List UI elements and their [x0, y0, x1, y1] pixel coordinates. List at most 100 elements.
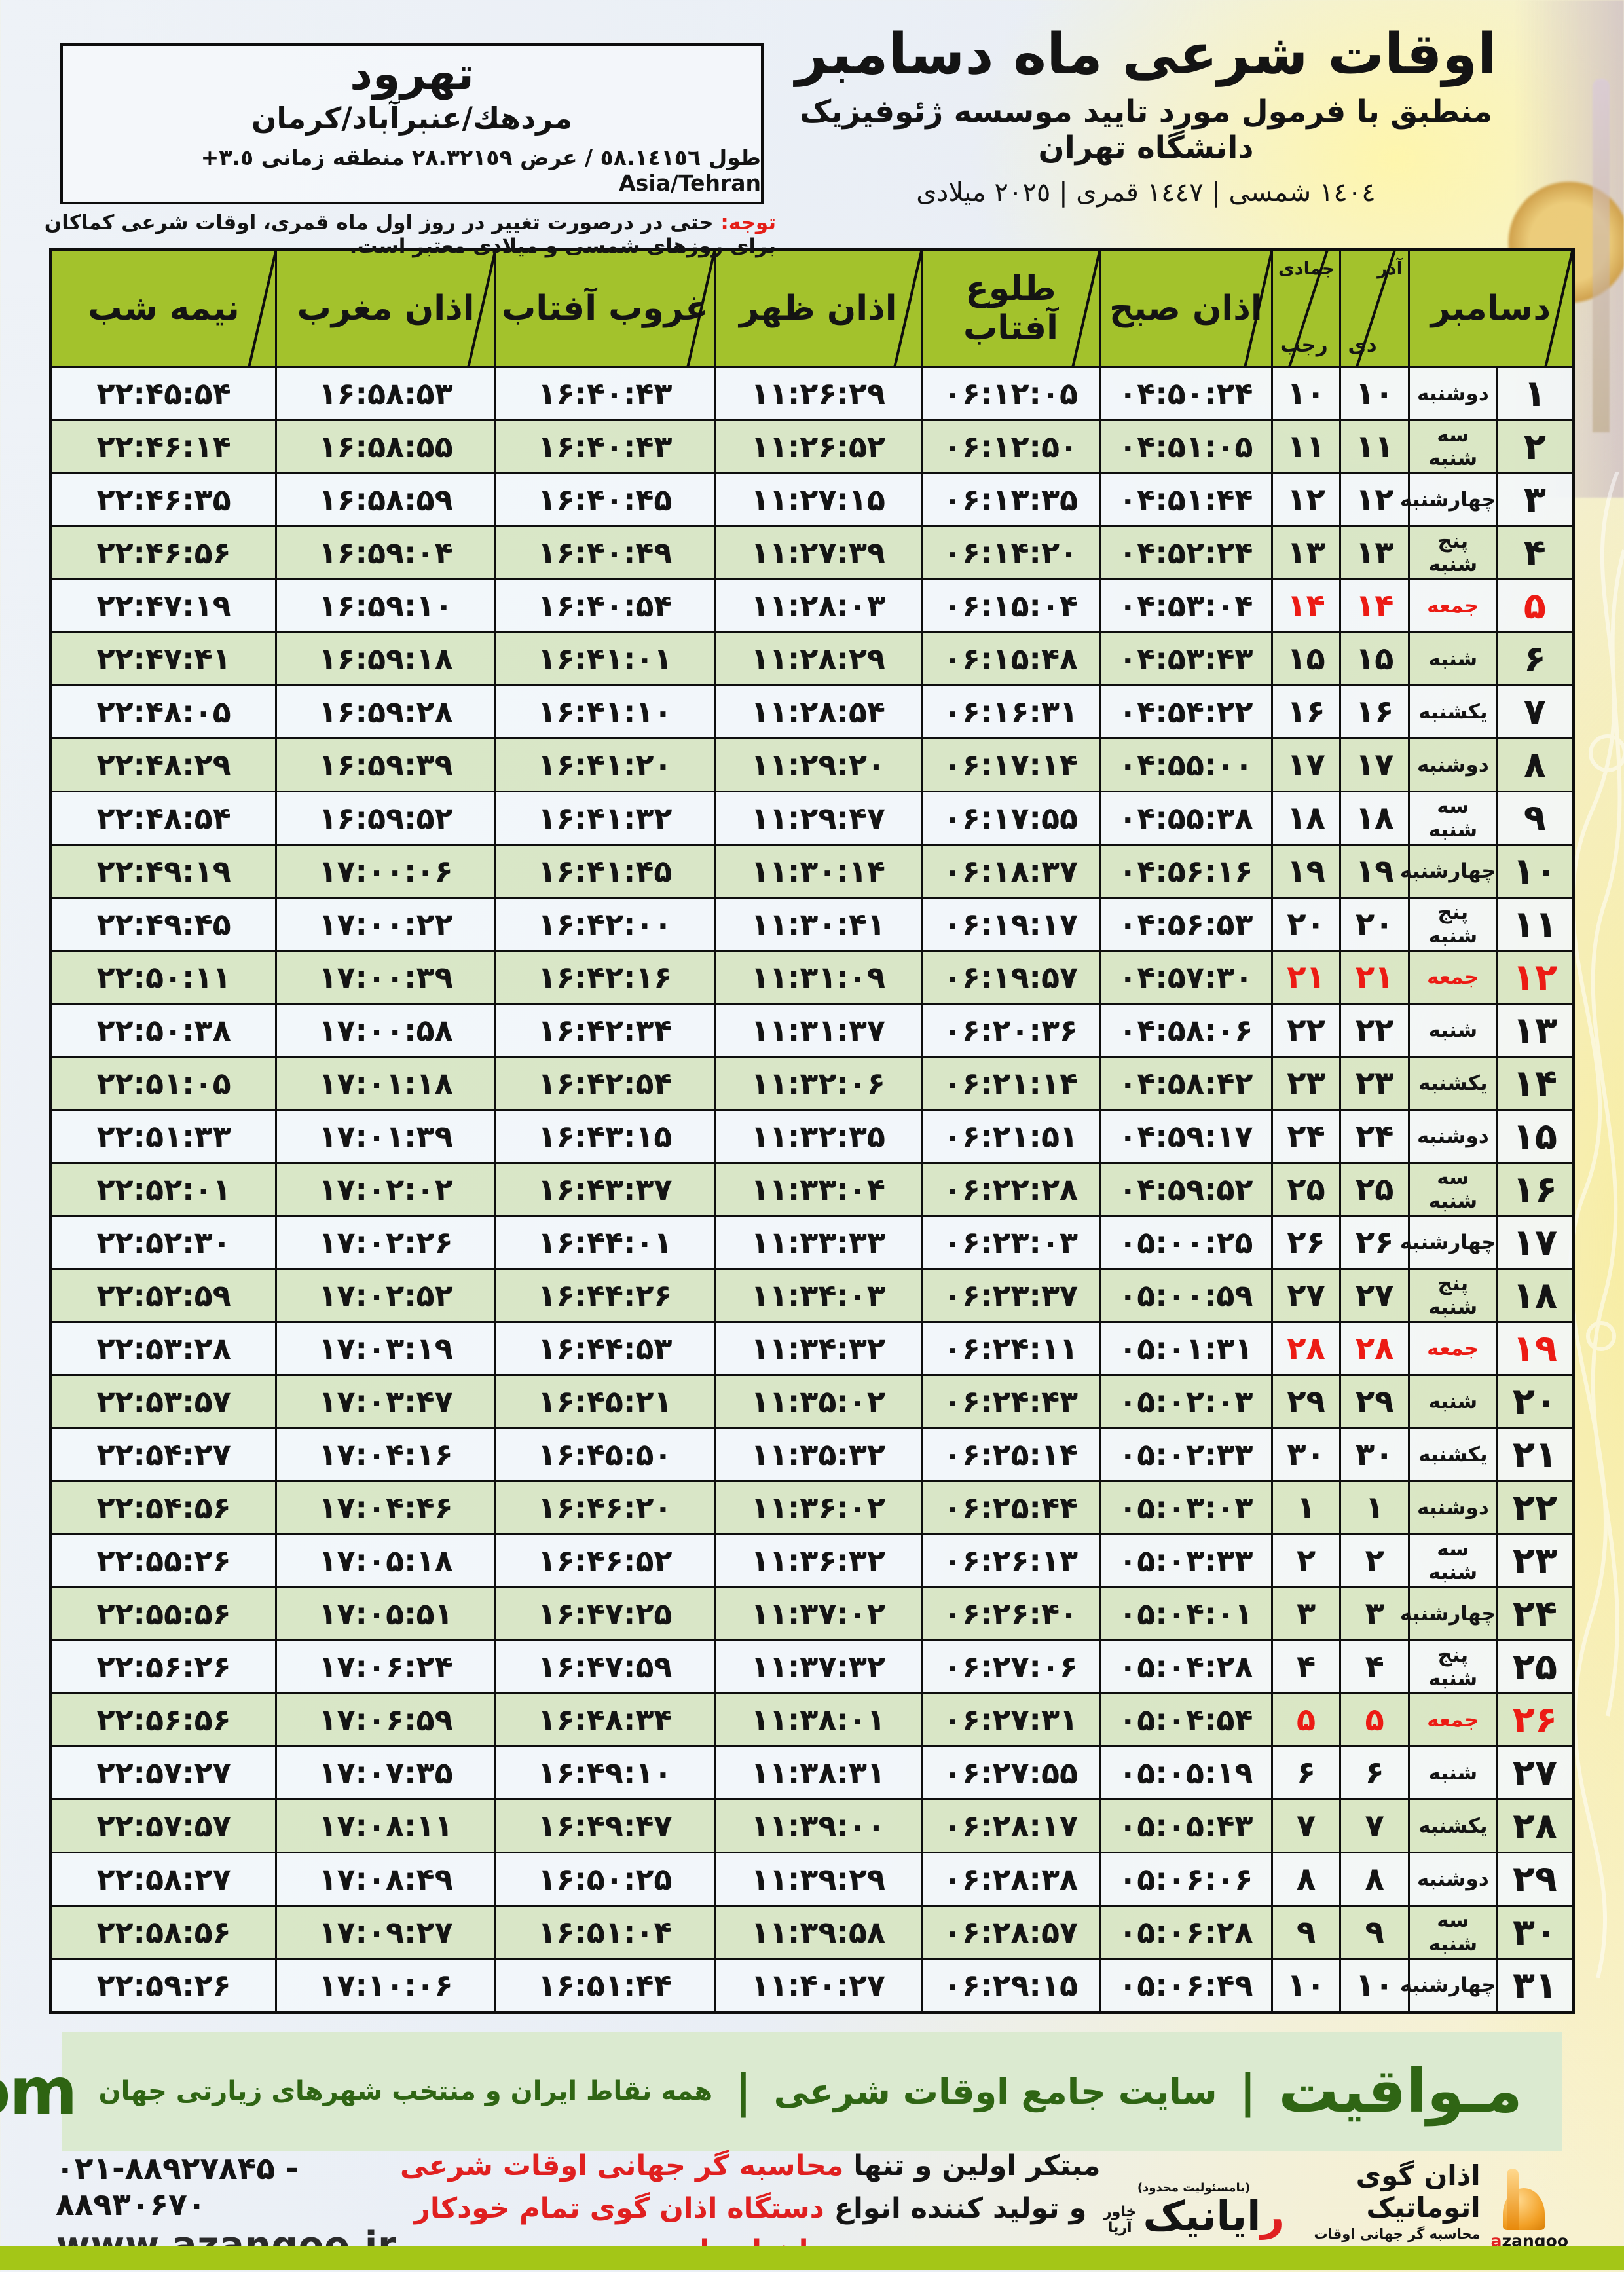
weekday-cell: چهارشنبه	[1400, 472, 1498, 527]
midnight-time-cell: ۲۲:۴۷:۱۹	[49, 578, 278, 633]
dhuhr-time-cell: ۱۱:۳۴:۳۲	[713, 1321, 923, 1376]
sunrise-time-cell: ۰۶:۲۴:۱۱	[920, 1321, 1101, 1376]
lunar-day-cell: ۱۲	[1270, 472, 1342, 527]
maghrib-time-cell: ۱۷:۰۳:۴۷	[275, 1374, 496, 1429]
weekday-cell: جمعه	[1407, 578, 1498, 633]
weekday-cell: پنج شنبه	[1407, 1639, 1498, 1694]
dhuhr-time-cell: ۱۱:۳۳:۳۳	[713, 1215, 923, 1270]
fajr-time-cell: ۰۵:۰۵:۴۳	[1098, 1798, 1273, 1853]
sunset-time-cell: ۱۶:۴۰:۴۳	[494, 419, 716, 474]
december-day-cell: ۲۳	[1496, 1533, 1575, 1588]
maghrib-time-cell: ۱۷:۰۶:۲۴	[275, 1639, 496, 1694]
fajr-time-cell: ۰۵:۰۲:۰۳	[1098, 1374, 1273, 1429]
sunset-time-cell: ۱۶:۴۳:۱۵	[494, 1109, 716, 1164]
sunset-time-cell: ۱۶:۴۱:۳۲	[494, 791, 716, 846]
dhuhr-time-cell: ۱۱:۳۹:۲۹	[713, 1852, 923, 1907]
sunset-time-cell: ۱۶:۴۸:۳۴	[494, 1692, 716, 1747]
mavaqeet-brand: مـواقیت	[1278, 2056, 1522, 2126]
midnight-time-cell: ۲۲:۵۵:۲۶	[49, 1533, 278, 1588]
midnight-time-cell: ۲۲:۴۶:۱۴	[49, 419, 278, 474]
maghrib-time-cell: ۱۷:۰۴:۱۶	[275, 1427, 496, 1482]
solar-day-cell: ۳۰	[1339, 1427, 1410, 1482]
maghrib-time-cell: ۱۷:۰۱:۳۹	[275, 1109, 496, 1164]
maghrib-time-cell: ۱۶:۵۸:۵۵	[275, 419, 496, 474]
solar-day-cell: ۹	[1339, 1905, 1410, 1960]
fajr-time-cell: ۰۴:۵۳:۰۴	[1098, 578, 1273, 633]
weekday-cell: سه شنبه	[1407, 791, 1498, 846]
lunar-day-cell: ۹	[1270, 1905, 1342, 1960]
maghrib-time-cell: ۱۷:۱۰:۰۶	[275, 1958, 496, 2013]
midnight-time-cell: ۲۲:۵۵:۵۶	[49, 1586, 278, 1641]
solar-day-cell: ۱۵	[1339, 631, 1410, 686]
sunrise-time-cell: ۰۶:۲۷:۳۱	[920, 1692, 1101, 1747]
solar-day-cell: ۱۲	[1339, 472, 1410, 527]
dhuhr-time-cell: ۱۱:۲۹:۴۷	[713, 791, 923, 846]
fajr-time-cell: ۰۴:۵۹:۵۲	[1098, 1162, 1273, 1217]
december-day-cell: ۳۱	[1496, 1958, 1575, 2013]
lunar-day-cell: ۲۰	[1270, 897, 1342, 952]
december-day-cell: ۱۵	[1496, 1109, 1575, 1164]
december-day-cell: ۱۴	[1496, 1056, 1575, 1111]
dhuhr-time-cell: ۱۱:۳۷:۳۲	[713, 1639, 923, 1694]
table-row: ۲۴ چهارشنبه ۳ ۳ ۰۵:۰۴:۰۱ ۰۶:۲۶:۴۰ ۱۱:۳۷:…	[49, 1586, 1575, 1641]
sunrise-time-cell: ۰۶:۲۷:۰۶	[920, 1639, 1101, 1694]
sunrise-time-cell: ۰۶:۲۱:۵۱	[920, 1109, 1101, 1164]
sunrise-time-cell: ۰۶:۲۰:۳۶	[920, 1003, 1101, 1058]
table-row: ۹ سه شنبه ۱۸ ۱۸ ۰۴:۵۵:۳۸ ۰۶:۱۷:۵۵ ۱۱:۲۹:…	[49, 791, 1575, 846]
dhuhr-time-cell: ۱۱:۲۹:۲۰	[713, 737, 923, 792]
fajr-time-cell: ۰۴:۵۵:۰۰	[1098, 737, 1273, 792]
sunset-time-cell: ۱۶:۴۵:۲۱	[494, 1374, 716, 1429]
december-day-cell: ۹	[1496, 791, 1575, 846]
midnight-time-cell: ۲۲:۴۸:۰۵	[49, 684, 278, 739]
maghrib-time-cell: ۱۷:۰۲:۰۲	[275, 1162, 496, 1217]
dhuhr-time-cell: ۱۱:۳۲:۰۶	[713, 1056, 923, 1111]
sunrise-time-cell: ۰۶:۲۴:۴۳	[920, 1374, 1101, 1429]
lunar-day-cell: ۳۰	[1270, 1427, 1342, 1482]
solar-day-cell: ۲۲	[1339, 1003, 1410, 1058]
maghrib-time-cell: ۱۷:۰۰:۲۲	[275, 897, 496, 952]
december-day-cell: ۳۰	[1496, 1905, 1575, 1960]
dhuhr-time-cell: ۱۱:۲۸:۲۹	[713, 631, 923, 686]
midnight-time-cell: ۲۲:۵۰:۱۱	[49, 950, 278, 1005]
weekday-cell: چهارشنبه	[1400, 1586, 1498, 1641]
table-row: ۲۰ شنبه ۲۹ ۲۹ ۰۵:۰۲:۰۳ ۰۶:۲۴:۴۳ ۱۱:۳۵:۰۲…	[49, 1374, 1575, 1429]
sunrise-time-cell: ۰۶:۱۸:۳۷	[920, 844, 1101, 899]
weekday-cell: یکشنبه	[1407, 1427, 1498, 1482]
december-day-cell: ۱۲	[1496, 950, 1575, 1005]
separator-bar: |	[735, 2064, 752, 2118]
maghrib-time-cell: ۱۶:۵۸:۵۳	[275, 366, 496, 421]
table-row: ۲ سه شنبه ۱۱ ۱۱ ۰۴:۵۱:۰۵ ۰۶:۱۲:۵۰ ۱۱:۲۶:…	[49, 419, 1575, 474]
calendar-years: ١٤٠٤ شمسی | ١٤٤٧ قمری | ٢٠٢٥ میلادی	[916, 177, 1376, 208]
sunset-time-cell: ۱۶:۴۹:۴۷	[494, 1798, 716, 1853]
contact-block: ۰۲۱-۸۸۹۲۷۸۴۵ - ۸۸۹۳۰۶۷۰ www.azangoo.ir	[56, 2151, 397, 2267]
sunrise-time-cell: ۰۶:۱۵:۰۴	[920, 578, 1101, 633]
sunrise-time-cell: ۰۶:۲۶:۴۰	[920, 1586, 1101, 1641]
sunset-time-cell: ۱۶:۴۲:۰۰	[494, 897, 716, 952]
solar-day-cell: ۸	[1339, 1852, 1410, 1907]
weekday-cell: پنج شنبه	[1407, 1268, 1498, 1323]
lunar-day-cell: ۵	[1270, 1692, 1342, 1747]
solar-day-cell: ۱۶	[1339, 684, 1410, 739]
sunrise-time-cell: ۰۶:۲۸:۳۸	[920, 1852, 1101, 1907]
december-day-cell: ۷	[1496, 684, 1575, 739]
weekday-cell: چهارشنبه	[1400, 844, 1498, 899]
lunar-day-cell: ۴	[1270, 1639, 1342, 1694]
sunrise-time-cell: ۰۶:۱۷:۱۴	[920, 737, 1101, 792]
midnight-time-cell: ۲۲:۵۲:۳۰	[49, 1215, 278, 1270]
rayanik-side-label: خاور آریا	[1103, 2204, 1137, 2237]
dhuhr-time-cell: ۱۱:۲۷:۳۹	[713, 525, 923, 580]
lunar-day-cell: ۶	[1270, 1745, 1342, 1800]
fajr-time-cell: ۰۴:۵۵:۳۸	[1098, 791, 1273, 846]
solar-day-cell: ۲۸	[1339, 1321, 1410, 1376]
midnight-time-cell: ۲۲:۵۳:۲۸	[49, 1321, 278, 1376]
dhuhr-time-cell: ۱۱:۳۶:۳۲	[713, 1533, 923, 1588]
sunset-time-cell: ۱۶:۴۷:۵۹	[494, 1639, 716, 1694]
maghrib-time-cell: ۱۶:۵۹:۱۰	[275, 578, 496, 633]
maghrib-time-cell: ۱۷:۰۸:۱۱	[275, 1798, 496, 1853]
solar-day-cell: ۱۷	[1339, 737, 1410, 792]
timetable-body: ۱ دوشنبه ۱۰ ۱۰ ۰۴:۵۰:۲۴ ۰۶:۱۲:۰۵ ۱۱:۲۶:۲…	[49, 366, 1575, 2013]
weekday-cell: چهارشنبه	[1400, 1215, 1498, 1270]
lunar-day-cell: ۷	[1270, 1798, 1342, 1853]
col-header-maghrib: اذان مغرب	[275, 248, 496, 368]
weekday-cell: شنبه	[1407, 1003, 1498, 1058]
